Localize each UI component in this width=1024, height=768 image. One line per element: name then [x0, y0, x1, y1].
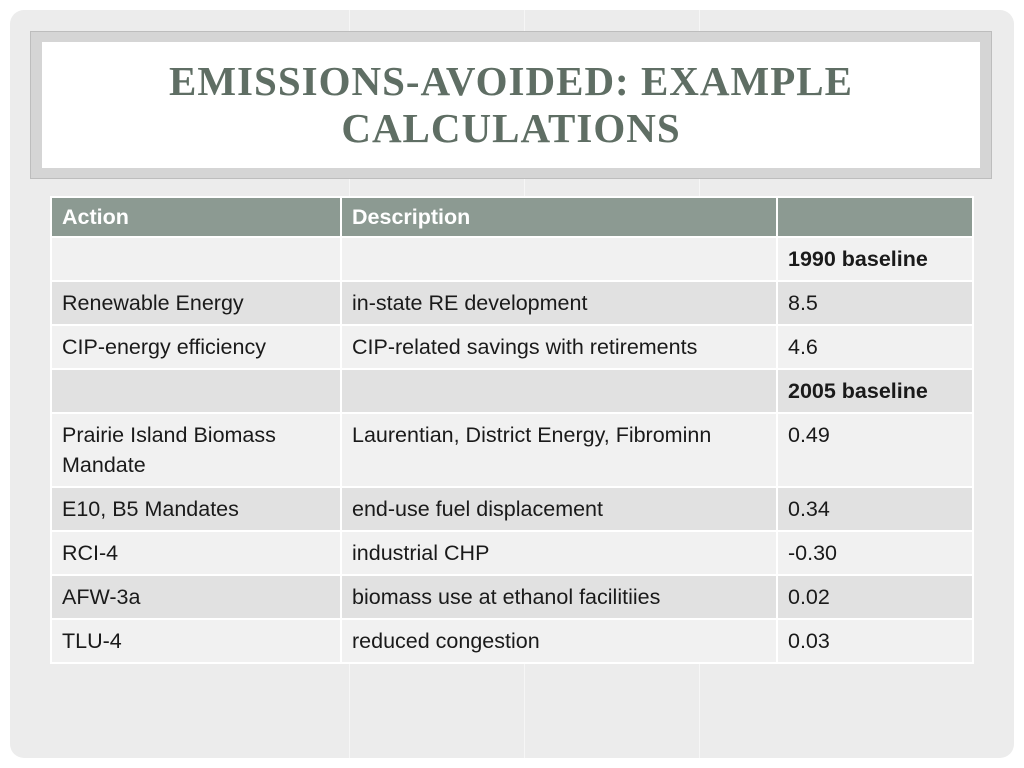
cell-description: reduced congestion [340, 618, 778, 664]
cell-action: TLU-4 [50, 618, 342, 664]
cell-action [50, 368, 342, 414]
title-box: Emissions-avoided: Example Calculations [42, 42, 980, 168]
table-row: AFW-3a biomass use at ethanol facilitiie… [50, 574, 974, 620]
cell-description: Laurentian, District Energy, Fibrominn [340, 412, 778, 488]
emissions-table: Action Description 1990 baseline Renewab… [50, 196, 974, 664]
cell-action: RCI-4 [50, 530, 342, 576]
cell-description: industrial CHP [340, 530, 778, 576]
cell-description: in-state RE development [340, 280, 778, 326]
cell-action: Renewable Energy [50, 280, 342, 326]
cell-action: AFW-3a [50, 574, 342, 620]
cell-baseline-label: 1990 baseline [776, 236, 974, 282]
table-row: RCI-4 industrial CHP -0.30 [50, 530, 974, 576]
cell-value: 0.49 [776, 412, 974, 488]
cell-action: CIP-energy efficiency [50, 324, 342, 370]
table-row: TLU-4 reduced congestion 0.03 [50, 618, 974, 664]
cell-description: end-use fuel displacement [340, 486, 778, 532]
cell-description [340, 236, 778, 282]
column-header-action: Action [50, 196, 342, 238]
column-header-description: Description [340, 196, 778, 238]
cell-description: CIP-related savings with retirements [340, 324, 778, 370]
table-row: CIP-energy efficiency CIP-related saving… [50, 324, 974, 370]
table-header-row: Action Description [50, 196, 974, 238]
cell-value: -0.30 [776, 530, 974, 576]
title-frame: Emissions-avoided: Example Calculations [30, 31, 992, 179]
cell-value: 0.03 [776, 618, 974, 664]
cell-action [50, 236, 342, 282]
table-row: E10, B5 Mandates end-use fuel displaceme… [50, 486, 974, 532]
slide-title: Emissions-avoided: Example Calculations [169, 58, 853, 151]
table-row: Prairie Island Biomass Mandate Laurentia… [50, 412, 974, 488]
cell-value: 4.6 [776, 324, 974, 370]
cell-action: E10, B5 Mandates [50, 486, 342, 532]
cell-value: 8.5 [776, 280, 974, 326]
cell-value: 0.02 [776, 574, 974, 620]
table-row: Renewable Energy in-state RE development… [50, 280, 974, 326]
cell-baseline-label: 2005 baseline [776, 368, 974, 414]
slide: Emissions-avoided: Example Calculations … [10, 10, 1014, 758]
cell-action: Prairie Island Biomass Mandate [50, 412, 342, 488]
cell-description: biomass use at ethanol facilitiies [340, 574, 778, 620]
column-header-value [776, 196, 974, 238]
cell-description [340, 368, 778, 414]
table-row: 2005 baseline [50, 368, 974, 414]
cell-value: 0.34 [776, 486, 974, 532]
table-row: 1990 baseline [50, 236, 974, 282]
